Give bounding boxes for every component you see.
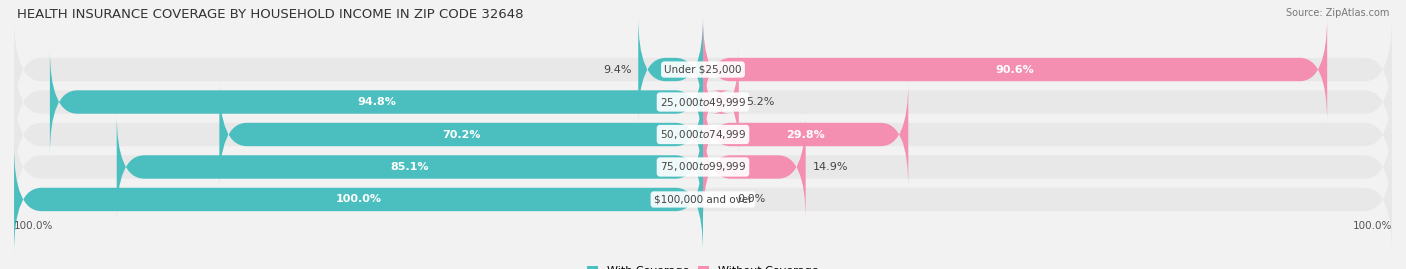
Text: $50,000 to $74,999: $50,000 to $74,999: [659, 128, 747, 141]
Text: 70.2%: 70.2%: [441, 129, 481, 140]
Text: 90.6%: 90.6%: [995, 65, 1035, 75]
FancyBboxPatch shape: [14, 16, 1392, 123]
Text: $100,000 and over: $100,000 and over: [654, 194, 752, 204]
Text: $25,000 to $49,999: $25,000 to $49,999: [659, 95, 747, 108]
Text: Source: ZipAtlas.com: Source: ZipAtlas.com: [1285, 8, 1389, 18]
Text: 100.0%: 100.0%: [1353, 221, 1392, 231]
FancyBboxPatch shape: [219, 81, 703, 188]
Text: 5.2%: 5.2%: [745, 97, 775, 107]
Text: 100.0%: 100.0%: [14, 221, 53, 231]
Text: 29.8%: 29.8%: [786, 129, 825, 140]
Text: 14.9%: 14.9%: [813, 162, 848, 172]
FancyBboxPatch shape: [14, 81, 1392, 188]
FancyBboxPatch shape: [14, 114, 1392, 220]
Text: 100.0%: 100.0%: [336, 194, 381, 204]
FancyBboxPatch shape: [703, 81, 908, 188]
Text: 94.8%: 94.8%: [357, 97, 396, 107]
FancyBboxPatch shape: [14, 146, 703, 253]
Text: HEALTH INSURANCE COVERAGE BY HOUSEHOLD INCOME IN ZIP CODE 32648: HEALTH INSURANCE COVERAGE BY HOUSEHOLD I…: [17, 8, 523, 21]
FancyBboxPatch shape: [638, 16, 703, 123]
Legend: With Coverage, Without Coverage: With Coverage, Without Coverage: [582, 261, 824, 269]
FancyBboxPatch shape: [117, 114, 703, 220]
FancyBboxPatch shape: [14, 49, 1392, 155]
Text: 0.0%: 0.0%: [738, 194, 766, 204]
Text: 85.1%: 85.1%: [391, 162, 429, 172]
FancyBboxPatch shape: [703, 114, 806, 220]
FancyBboxPatch shape: [703, 16, 1327, 123]
FancyBboxPatch shape: [14, 146, 1392, 253]
FancyBboxPatch shape: [703, 49, 738, 155]
Text: $75,000 to $99,999: $75,000 to $99,999: [659, 161, 747, 174]
Text: 9.4%: 9.4%: [603, 65, 631, 75]
Text: Under $25,000: Under $25,000: [664, 65, 742, 75]
FancyBboxPatch shape: [49, 49, 703, 155]
